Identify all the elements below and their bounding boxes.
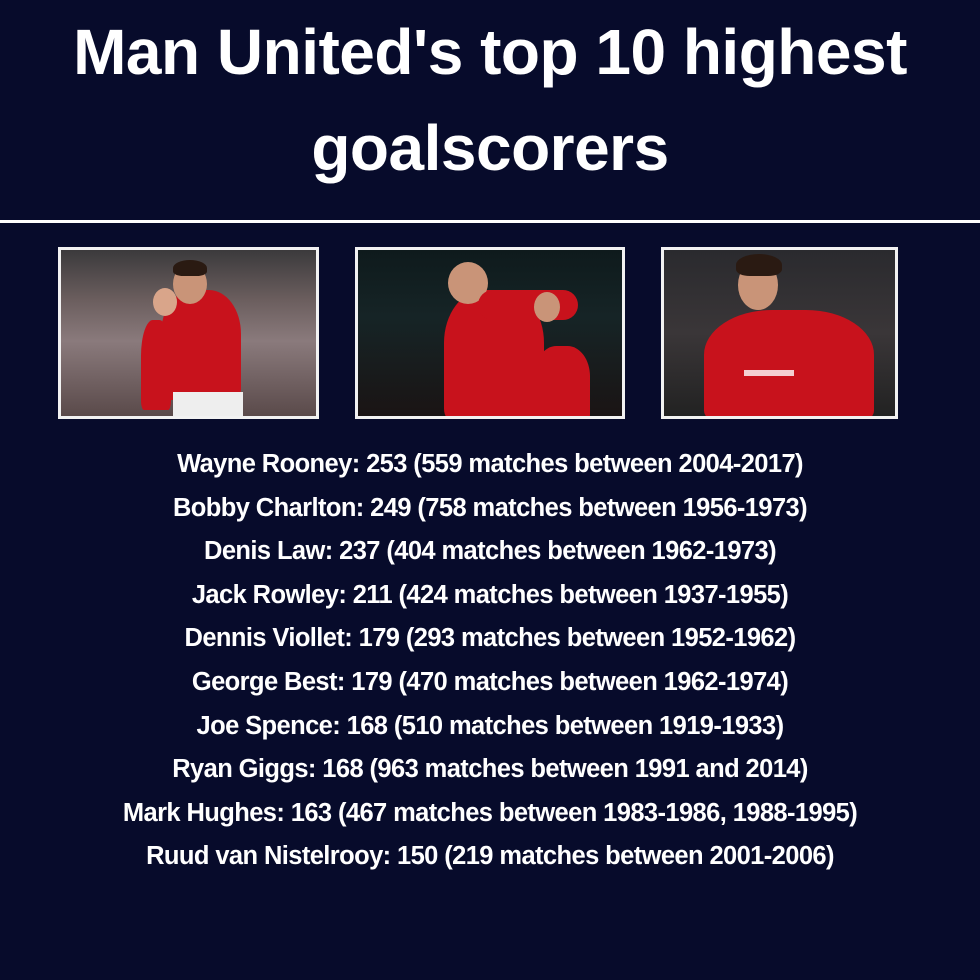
page-title: Man United's top 10 highest goalscorers xyxy=(0,4,980,196)
title-line-1: Man United's top 10 highest xyxy=(73,16,907,88)
list-item: Ruud van Nistelrooy: 150 (219 matches be… xyxy=(146,842,834,871)
goalscorer-list: Wayne Rooney: 253 (559 matches between 2… xyxy=(0,443,980,879)
divider xyxy=(0,220,980,223)
title-line-2: goalscorers xyxy=(311,112,669,184)
list-item: Joe Spence: 168 (510 matches between 191… xyxy=(196,711,785,740)
list-item: Wayne Rooney: 253 (559 matches between 2… xyxy=(177,450,803,478)
list-item: Jack Rowley: 211 (424 matches between 19… xyxy=(191,580,789,609)
list-item: Mark Hughes: 163 (467 matches between 19… xyxy=(122,798,858,827)
player-photo-hands-on-head xyxy=(355,247,625,419)
list-item: Dennis Viollet: 179 (293 matches between… xyxy=(184,624,797,653)
list-item: Denis Law: 237 (404 matches between 1962… xyxy=(204,537,777,566)
list-item: Bobby Charlton: 249 (758 matches between… xyxy=(172,493,808,522)
list-item: Ryan Giggs: 168 (963 matches between 199… xyxy=(172,755,808,784)
player-photo-shouting xyxy=(661,247,898,419)
player-photo-celebrating xyxy=(58,247,319,419)
list-item: George Best: 179 (470 matches between 19… xyxy=(191,667,789,696)
